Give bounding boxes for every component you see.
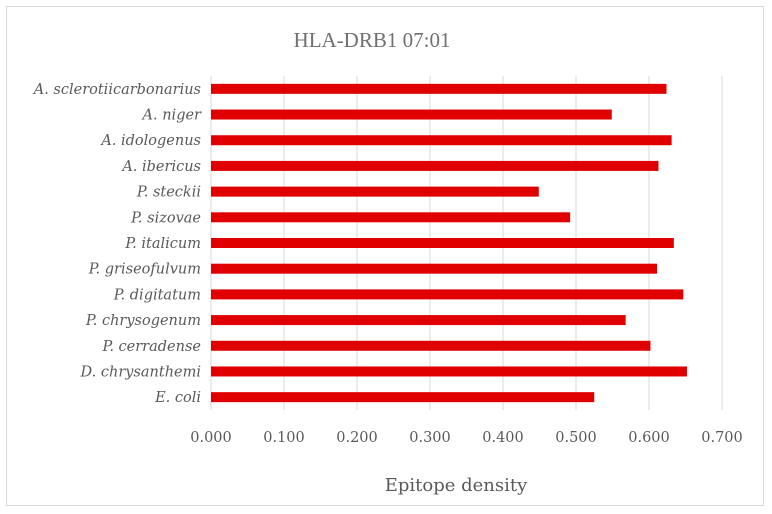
chart-title: HLA-DRB1 07:01 [294, 28, 451, 52]
category-label: A. ibericus [120, 159, 201, 175]
category-label: P. chrysogenum [85, 313, 201, 329]
category-label: P. griseofulvum [88, 262, 201, 278]
x-tick-label: 0.500 [555, 430, 597, 446]
x-tick-label: 0.700 [701, 430, 743, 446]
category-label: P. cerradense [102, 339, 201, 355]
category-labels: A. sclerotiicarbonarius A. niger A. idolog… [32, 82, 202, 406]
x-tick-label: 0.000 [190, 430, 232, 446]
x-tick-label: 0.100 [263, 430, 305, 446]
bar [211, 289, 684, 300]
x-tick-label: 0.600 [628, 430, 670, 446]
x-tick-labels: 0.000 0.100 0.200 0.300 0.400 0.500 0.600 0.700 [190, 430, 743, 446]
x-tick-label: 0.200 [336, 430, 378, 446]
bar [211, 238, 674, 248]
bar [211, 135, 672, 146]
category-label: E. coli [154, 390, 201, 406]
category-label: P. italicum [124, 236, 201, 252]
category-label: P. steckii [136, 185, 201, 201]
bars [211, 83, 687, 403]
bar [211, 315, 626, 326]
bar [211, 340, 651, 351]
x-axis-title: Epitope density [385, 475, 528, 496]
bar [211, 160, 659, 171]
category-label: A. idologenus [99, 133, 201, 149]
bar [211, 366, 687, 377]
bar [211, 186, 539, 197]
category-label: P. digitatum [113, 287, 201, 303]
category-label: A. sclerotiicarbonarius [32, 82, 201, 98]
bar [211, 83, 667, 94]
bar [211, 109, 612, 120]
category-label: A. niger [141, 108, 203, 124]
x-tick-label: 0.400 [482, 430, 524, 446]
x-tick-label: 0.300 [409, 430, 451, 446]
category-label: D. chrysanthemi [80, 364, 201, 380]
category-label: P. sizovae [130, 210, 201, 226]
bar [211, 392, 595, 403]
bar [211, 263, 658, 274]
bar [211, 212, 571, 223]
